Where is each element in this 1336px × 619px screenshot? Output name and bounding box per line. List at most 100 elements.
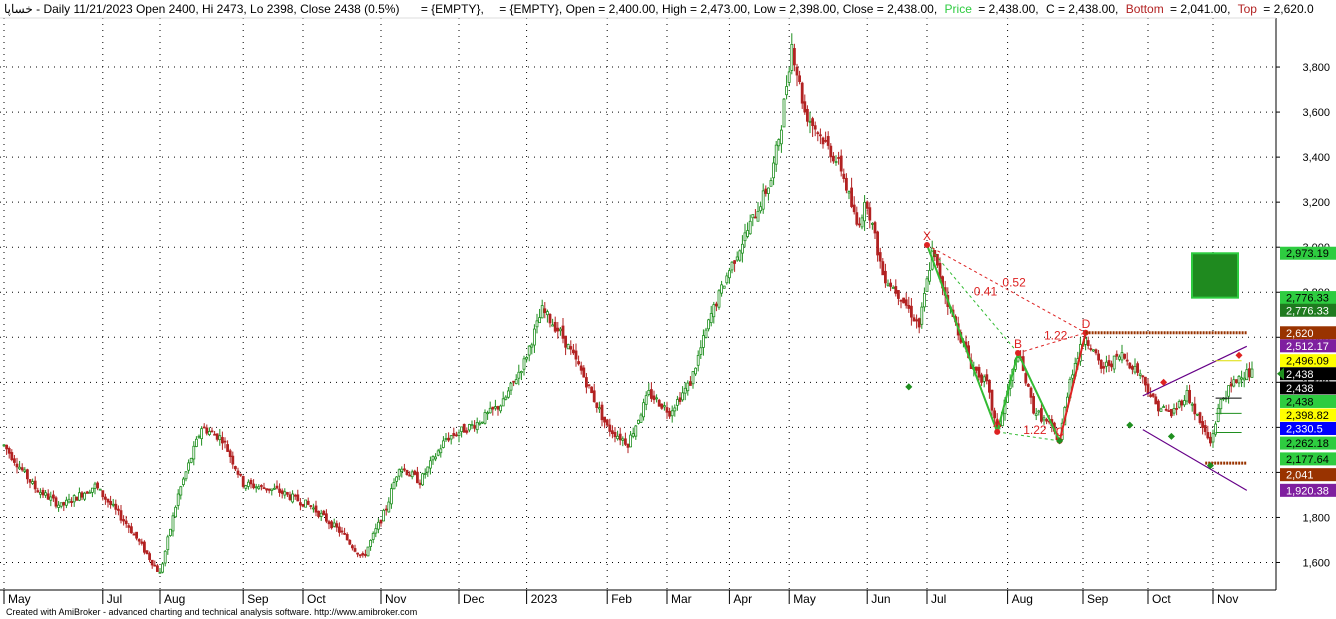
candle-body: [1037, 410, 1041, 413]
header-empty1: = {EMPTY},: [421, 2, 484, 16]
candle-body: [1229, 383, 1233, 387]
header-top-value: = 2,620.0: [1263, 2, 1314, 16]
pattern-point-label: D: [1082, 317, 1091, 331]
candle-body: [132, 533, 136, 536]
x-axis: May Jul Aug Sep Oct Nov Dec 2023 Feb Mar Apr May Jun…: [3, 590, 1238, 606]
candle-body: [975, 366, 978, 371]
x-tick-label: Jul: [107, 592, 122, 606]
candle-body: [1115, 353, 1119, 357]
candle-body: [759, 206, 762, 212]
candle-body: [257, 486, 261, 490]
candle-body: [884, 270, 887, 284]
y-tick-label: 1,800: [1302, 512, 1330, 524]
candle-body: [129, 526, 133, 534]
candle-body: [49, 496, 53, 501]
candle-body: [137, 539, 141, 542]
candle-body: [780, 129, 783, 145]
candle-body: [345, 534, 349, 541]
candle-body: [465, 430, 469, 433]
candle-body: [480, 421, 484, 424]
channel-lower: [1142, 429, 1248, 491]
candle-body: [1071, 374, 1074, 379]
candle-body: [1248, 368, 1251, 378]
candle-body: [660, 403, 664, 409]
price-tag-bg: [1280, 408, 1336, 422]
pattern-overlay: X A B C D 0.41 0.52 1.22 1.22: [905, 229, 1248, 491]
candle-body: [717, 290, 721, 308]
candle-body: [395, 476, 399, 482]
header-price-label: Price: [945, 2, 973, 16]
candle-body: [142, 541, 146, 553]
candle-body: [426, 466, 430, 473]
candle-body: [1102, 366, 1106, 369]
candle-body: [91, 487, 94, 493]
candle-body: [104, 496, 107, 500]
candle-body: [767, 187, 770, 194]
candle-body: [457, 432, 461, 436]
candle-body: [259, 485, 263, 487]
pattern-ratio-label: 0.41: [974, 285, 998, 299]
x-tick-label: Sep: [247, 592, 269, 606]
candle-body: [210, 430, 214, 433]
candle-body: [1183, 400, 1186, 406]
candle-body: [1045, 419, 1048, 422]
candle-body: [467, 424, 471, 431]
candle-body: [491, 406, 495, 410]
candle-body: [1214, 423, 1217, 435]
candle-body: [668, 410, 671, 417]
candle-body: [52, 494, 55, 499]
candle-body: [278, 488, 282, 493]
candle-body: [12, 458, 16, 463]
candle-body: [31, 481, 35, 484]
candle-body: [1175, 407, 1178, 410]
candle-body: [990, 389, 994, 411]
pattern-leg-ab: [996, 352, 1019, 433]
price-tag-bg: [1280, 291, 1336, 305]
candle-body: [148, 553, 152, 561]
candle-body: [200, 428, 204, 440]
candle-body: [163, 550, 167, 564]
candle-body: [743, 232, 747, 242]
candle-body: [249, 479, 253, 485]
candle-body: [1193, 403, 1197, 415]
candle-body: [246, 481, 250, 487]
candle-body: [2, 444, 6, 447]
candle-body: [161, 563, 165, 573]
candle-body: [891, 287, 895, 289]
candle-body: [493, 406, 497, 409]
candle-body: [709, 313, 713, 324]
candle-body: [548, 314, 552, 324]
candle-body: [408, 474, 412, 477]
candle-body: [1240, 377, 1243, 380]
candle-body: [353, 548, 357, 552]
candle-body: [1110, 363, 1113, 368]
x-tick-label: Nov: [385, 592, 406, 606]
candle-body: [845, 177, 848, 191]
candle-body: [582, 367, 586, 378]
channel-upper: [1142, 345, 1248, 397]
x-tick-label: 2023: [531, 592, 558, 606]
candle-body: [585, 377, 588, 388]
candle-body: [7, 448, 11, 454]
candle-body: [413, 470, 417, 475]
candle-body: [83, 492, 86, 500]
candle-body: [187, 462, 191, 471]
candle-body: [722, 285, 726, 289]
candle-body: [304, 499, 308, 508]
candle-body: [868, 207, 872, 221]
candle-body: [530, 344, 534, 348]
candle-body: [933, 250, 937, 258]
candle-body: [5, 444, 8, 450]
candle-body: [715, 303, 718, 307]
candle-body: [496, 406, 500, 410]
candle-body: [309, 505, 313, 507]
candle-body: [483, 412, 487, 424]
candle-body: [98, 488, 102, 491]
candle-body: [1154, 396, 1158, 405]
candle-body: [1242, 377, 1246, 381]
candle-body: [1092, 349, 1095, 352]
candle-body: [834, 161, 838, 163]
candle-body: [785, 86, 788, 96]
candle-body: [621, 438, 625, 441]
